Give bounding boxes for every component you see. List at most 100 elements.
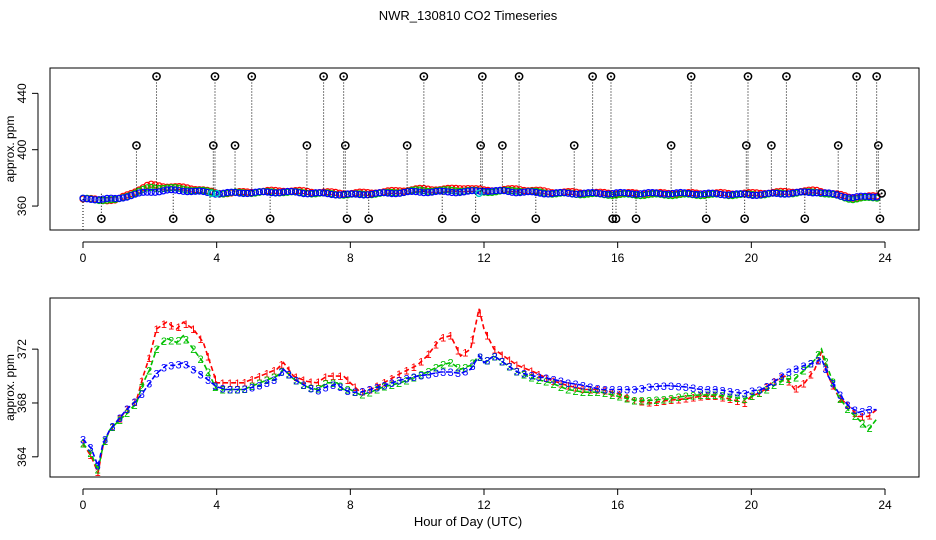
series-2-marker: 2 <box>139 382 145 394</box>
series-1-marker: 1 <box>271 365 277 377</box>
series-2-marker: 2 <box>528 373 534 385</box>
series-3-marker: 3 <box>440 367 446 379</box>
series-2-marker: 2 <box>256 378 262 390</box>
flagged-point-center <box>743 217 746 220</box>
top-series-3-point <box>616 188 624 197</box>
series-2-marker: 2 <box>425 366 431 378</box>
series-1-marker: 1 <box>727 394 733 406</box>
series-2-marker: 2 <box>220 385 226 397</box>
top-series-3-point <box>127 192 135 200</box>
top-series-3-point <box>640 189 649 197</box>
series-3-marker: 3 <box>573 379 579 391</box>
flagged-point-center <box>880 192 883 195</box>
series-1-marker: 1 <box>198 334 204 346</box>
top-series-3-point <box>135 189 143 197</box>
top-series-3-point <box>837 192 845 200</box>
flagged-point-center <box>422 75 425 78</box>
flagged-point <box>782 72 791 81</box>
flagged-point-center <box>344 144 347 147</box>
flagged-point <box>97 214 106 224</box>
top-series-3-point <box>356 191 364 199</box>
series-3-marker: 3 <box>786 367 792 379</box>
series-1-marker: 1 <box>477 308 483 320</box>
top-series-3-point <box>500 187 508 195</box>
flagged-point-center <box>518 75 521 78</box>
top-series-3-point <box>291 188 300 196</box>
top-series-3-point <box>388 190 396 198</box>
series-1-marker: 1 <box>492 345 498 357</box>
top-series-3-point <box>588 189 596 197</box>
series-2-marker: 2 <box>727 392 733 404</box>
flagged-point <box>767 141 776 150</box>
flagged-point-center <box>534 217 537 220</box>
series-1-marker: 1 <box>220 378 226 390</box>
series-2-marker: 2 <box>389 380 395 392</box>
top-series-3-point <box>724 191 733 199</box>
series-3-marker: 3 <box>558 376 564 388</box>
top-series-3-point <box>468 187 476 195</box>
top-series-3-point <box>793 188 801 196</box>
top-series-3-point <box>336 191 344 199</box>
top-series-3-point <box>400 188 408 197</box>
series-1-marker: 1 <box>580 384 586 396</box>
series-3-marker: 3 <box>418 371 424 383</box>
top-series-3-point <box>227 188 235 196</box>
top-series-3-point <box>825 189 833 197</box>
flagged-point-center <box>670 144 673 147</box>
series-3-marker: 3 <box>131 397 137 409</box>
series-3-marker: 3 <box>470 361 476 373</box>
series-2-marker: 2 <box>808 359 814 371</box>
top-series-3-point <box>432 187 440 196</box>
series-2-marker: 2 <box>573 386 579 398</box>
series-1-marker: 1 <box>300 375 306 387</box>
flagged-point <box>152 72 161 81</box>
top-series-3-point <box>628 190 637 198</box>
top-series-3-point <box>247 189 255 197</box>
top-series-3-point <box>785 190 793 198</box>
series-2-marker: 2 <box>198 354 204 366</box>
flagged-point-center <box>441 217 444 220</box>
top-highlight-point <box>207 189 216 198</box>
series-1-marker: 1 <box>734 396 740 408</box>
series-1-marker: 1 <box>705 391 711 403</box>
series-2-marker: 2 <box>837 394 843 406</box>
top-series-3-point <box>79 194 87 202</box>
series-3-marker: 3 <box>756 385 762 397</box>
flagged-point-center <box>746 75 749 78</box>
top-series-3-point <box>524 188 532 196</box>
top-series-2-point <box>151 184 159 192</box>
top-series-3-point <box>845 194 853 202</box>
series-1-marker: 1 <box>212 374 218 386</box>
top-series-3-point <box>324 190 332 198</box>
series-2-marker: 2 <box>690 391 696 403</box>
top-series-3-point <box>91 196 99 204</box>
series-1-marker: 1 <box>587 385 593 397</box>
series-2-marker: 2 <box>499 357 505 369</box>
top-series-3-point <box>163 186 171 194</box>
series-1-marker: 1 <box>205 352 211 364</box>
series-2-marker: 2 <box>131 400 137 412</box>
series-3-marker: 3 <box>550 374 556 386</box>
series-1-marker: 1 <box>337 371 343 383</box>
top-series-3-point <box>532 188 540 196</box>
top-series-3-point <box>107 194 115 202</box>
flagged-point-center <box>406 144 409 147</box>
top-series-3-point <box>332 191 340 199</box>
flagged-point <box>471 214 480 224</box>
series-1-marker: 1 <box>595 385 601 397</box>
top-series-3-point <box>167 186 175 194</box>
top-series-3-point <box>536 189 544 197</box>
series-2-marker: 2 <box>543 377 549 389</box>
top-series-3-point <box>604 190 612 198</box>
top-series-3-point <box>492 187 500 195</box>
flagged-point <box>230 141 240 150</box>
series-2-marker: 2 <box>117 415 123 427</box>
flagged-point-center <box>878 217 881 220</box>
top-series-3-point <box>243 189 251 198</box>
series-2-marker: 2 <box>764 384 770 396</box>
series-3-marker: 3 <box>793 364 799 376</box>
top-series-3-point <box>380 189 388 197</box>
flagged-point <box>208 141 218 150</box>
top-series-3-point <box>295 189 304 197</box>
